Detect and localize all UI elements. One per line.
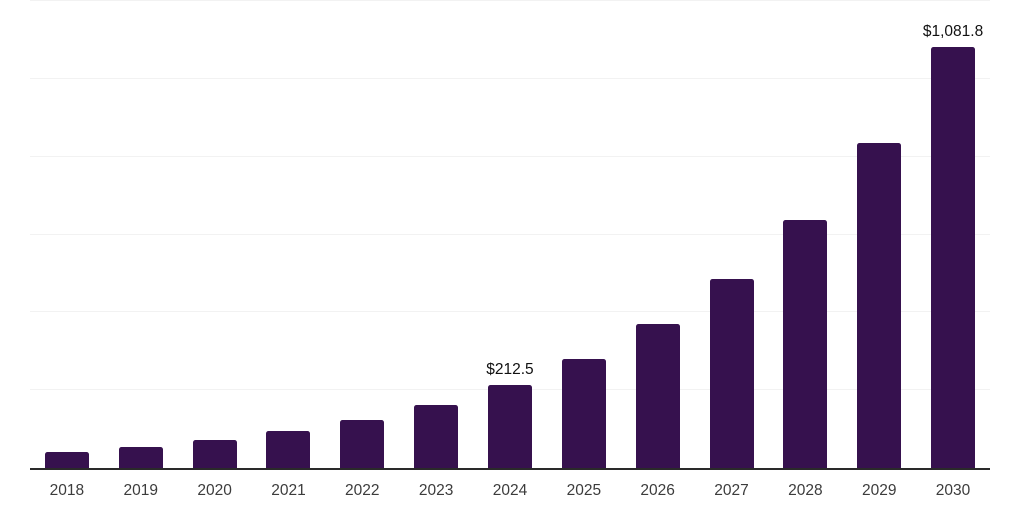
x-tick-label-2027: 2027 bbox=[714, 482, 749, 499]
bar-2029 bbox=[857, 143, 902, 468]
bar-slot-2030: $1,081.8 bbox=[916, 0, 990, 468]
bar-slot-2020 bbox=[178, 0, 252, 468]
x-tick-label-2026: 2026 bbox=[640, 482, 675, 499]
gridline-600 bbox=[30, 233, 990, 235]
gridline-1200 bbox=[30, 0, 990, 1]
bar-slot-2025 bbox=[547, 0, 621, 468]
bar-2024 bbox=[487, 385, 532, 468]
x-axis-labels: 2018 2019 2020 2021 2022 2023 2024 2025 2026 2027… bbox=[30, 482, 990, 500]
bar-slot-2021 bbox=[252, 0, 326, 468]
bar-2028 bbox=[783, 220, 828, 468]
x-tick-label-2022: 2022 bbox=[345, 482, 380, 499]
bar-slot-2019 bbox=[104, 0, 178, 468]
bar-2020 bbox=[192, 440, 237, 468]
plot-area: $212.5 $1,081.8 bbox=[30, 0, 990, 470]
value-label-2024: $212.5 bbox=[486, 361, 534, 379]
x-tick-label-2020: 2020 bbox=[197, 482, 232, 499]
x-tick-label-2024: 2024 bbox=[492, 482, 528, 499]
gridline-800 bbox=[30, 155, 990, 157]
bar-slot-2026 bbox=[621, 0, 695, 468]
bar-2023 bbox=[414, 405, 459, 468]
bar-slot-2027 bbox=[695, 0, 769, 468]
x-tick-label-2029: 2029 bbox=[861, 482, 897, 499]
x-tick-label-2023: 2023 bbox=[418, 482, 454, 499]
bar-2018 bbox=[44, 451, 89, 468]
bar-2027 bbox=[709, 279, 754, 468]
x-tick-label-2021: 2021 bbox=[271, 482, 306, 499]
bar-2026 bbox=[635, 324, 680, 468]
bar-slot-2022 bbox=[325, 0, 399, 468]
bar-2030 bbox=[931, 47, 976, 468]
value-label-2030: $1,081.8 bbox=[922, 23, 984, 40]
x-tick-label-2019: 2019 bbox=[123, 482, 158, 499]
x-tick-label-2028: 2028 bbox=[788, 482, 823, 499]
gridline-1000 bbox=[30, 77, 990, 79]
x-tick-label-2025: 2025 bbox=[566, 482, 602, 499]
bar-slot-2023 bbox=[399, 0, 473, 468]
bar-2019 bbox=[118, 446, 163, 468]
bar-2022 bbox=[340, 420, 385, 468]
bar-slot-2018 bbox=[30, 0, 104, 468]
bar-slot-2029 bbox=[842, 0, 916, 468]
bar-2025 bbox=[561, 359, 606, 468]
bar-slot-2024: $212.5 bbox=[473, 0, 547, 468]
bars-container: $212.5 $1,081.8 bbox=[30, 0, 990, 468]
bar-slot-2028 bbox=[768, 0, 842, 468]
x-tick-label-2030: 2030 bbox=[935, 482, 971, 499]
gridline-400 bbox=[30, 311, 990, 313]
x-tick-label-2018: 2018 bbox=[49, 482, 85, 499]
x-axis-line bbox=[30, 468, 990, 470]
bar-2021 bbox=[266, 431, 311, 468]
